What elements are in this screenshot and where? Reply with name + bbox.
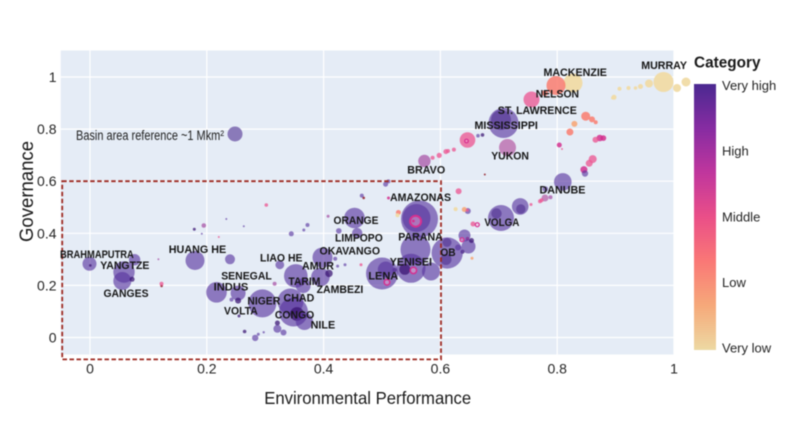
svg-text:YENISEI: YENISEI <box>390 257 432 269</box>
svg-text:High: High <box>722 144 749 159</box>
svg-text:NELSON: NELSON <box>536 88 579 100</box>
svg-text:Middle: Middle <box>722 209 760 224</box>
svg-text:OKAVANGO: OKAVANGO <box>320 245 381 257</box>
svg-text:0.4: 0.4 <box>37 225 57 241</box>
svg-text:VOLTA: VOLTA <box>224 306 258 318</box>
svg-text:BRAVO: BRAVO <box>407 165 445 177</box>
svg-text:VOLGA: VOLGA <box>484 217 519 229</box>
svg-text:MURRAY: MURRAY <box>641 60 687 72</box>
svg-text:Very low: Very low <box>722 341 772 356</box>
svg-text:1: 1 <box>49 69 57 85</box>
svg-text:0.8: 0.8 <box>547 361 567 377</box>
svg-text:INDUS: INDUS <box>214 282 249 294</box>
svg-text:0.2: 0.2 <box>37 277 57 293</box>
svg-text:0: 0 <box>49 330 57 346</box>
svg-text:0.2: 0.2 <box>197 361 217 377</box>
svg-text:ST. LAWRENCE: ST. LAWRENCE <box>498 105 577 117</box>
svg-text:1: 1 <box>670 361 678 377</box>
svg-text:ORANGE: ORANGE <box>334 215 379 227</box>
svg-text:NILE: NILE <box>311 319 336 331</box>
svg-text:TARIM: TARIM <box>288 276 320 288</box>
svg-text:AMUR: AMUR <box>302 260 334 272</box>
svg-text:CONGO: CONGO <box>275 310 315 322</box>
svg-text:0.8: 0.8 <box>37 121 57 137</box>
svg-text:SENEGAL: SENEGAL <box>221 270 272 282</box>
svg-text:YUKON: YUKON <box>491 151 529 163</box>
svg-text:YANGTZE: YANGTZE <box>100 260 149 272</box>
svg-text:DANUBE: DANUBE <box>540 184 586 196</box>
svg-text:OB: OB <box>440 247 455 259</box>
svg-text:Category: Category <box>694 55 761 72</box>
svg-text:ZAMBEZI: ZAMBEZI <box>317 284 364 296</box>
svg-text:NIGER: NIGER <box>247 296 280 308</box>
svg-text:0: 0 <box>86 361 94 377</box>
svg-text:MISSISSIPPI: MISSISSIPPI <box>475 120 538 132</box>
svg-text:LENA: LENA <box>368 270 398 282</box>
svg-text:0.4: 0.4 <box>314 361 334 377</box>
svg-text:HUANG HE: HUANG HE <box>169 244 227 256</box>
svg-text:AMAZONAS: AMAZONAS <box>390 192 451 204</box>
svg-text:LIAO HE: LIAO HE <box>260 253 303 265</box>
svg-text:PARANA: PARANA <box>398 232 443 244</box>
svg-text:BRAHMAPUTRA: BRAHMAPUTRA <box>60 249 134 261</box>
svg-text:Governance: Governance <box>17 141 38 242</box>
svg-text:MACKENZIE: MACKENZIE <box>543 67 607 79</box>
svg-text:0.6: 0.6 <box>37 173 57 189</box>
svg-text:LIMPOPO: LIMPOPO <box>335 232 383 244</box>
svg-text:0.6: 0.6 <box>431 361 451 377</box>
svg-text:Very high: Very high <box>722 78 776 93</box>
svg-text:GANGES: GANGES <box>103 288 148 300</box>
svg-text:Environmental Performance: Environmental Performance <box>264 388 471 408</box>
svg-text:Basin area reference ~1 Mkm²: Basin area reference ~1 Mkm² <box>76 128 224 143</box>
svg-text:CHAD: CHAD <box>284 292 315 304</box>
svg-text:Low: Low <box>722 275 746 290</box>
